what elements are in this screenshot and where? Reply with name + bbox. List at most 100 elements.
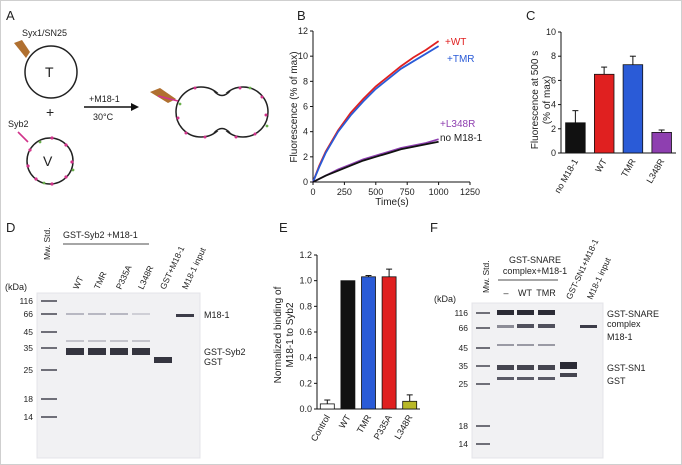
d-std-label: Mw. Std. [42, 227, 52, 260]
e-y-ticks: 0.0 0.2 0.4 0.6 0.8 1.0 1.2 [299, 250, 317, 414]
f-group-line2: complex+M18-1 [503, 266, 567, 276]
d-sample-bands [66, 313, 194, 363]
f-marker-66: 66 [459, 323, 469, 333]
f-band-gst-snare: GST-SNARE [607, 309, 659, 319]
fused-vesicle-dots-green [178, 86, 269, 128]
b-ytick-label: 8 [303, 76, 308, 86]
e-ytick-label: 0.2 [299, 378, 312, 388]
c-bar [565, 122, 586, 154]
b-x-ticks: 0 250 500 750 1000 1250 [310, 182, 480, 197]
fusion-pore-mask [214, 93, 230, 131]
syb2-protein [17, 131, 29, 143]
d-marker-45: 45 [24, 327, 34, 337]
f-std-label: Mw. Std. [481, 260, 491, 293]
d-ladder-bands [41, 300, 57, 418]
c-bar [594, 73, 615, 154]
b-xtick-label: 250 [337, 187, 352, 197]
f-marker-116: 116 [454, 308, 468, 318]
e-bar [340, 280, 356, 410]
d-band-m18: M18-1 [204, 310, 230, 320]
d-band-gst: GST [204, 357, 223, 367]
b-ytick-label: 0 [303, 177, 308, 187]
b-xtick-label: 750 [400, 187, 415, 197]
condition-temp: 30°C [93, 112, 114, 122]
e-bar [381, 276, 397, 410]
e-ytick-label: 0.4 [299, 353, 312, 363]
b-series-line-1 [312, 45, 440, 183]
d-gel [36, 292, 201, 459]
d-marker-14: 14 [24, 412, 34, 422]
f-marker-25: 25 [459, 379, 469, 389]
fusion-neck-bottom [213, 127, 231, 134]
f-markers: 116 66 45 35 25 18 14 [454, 308, 468, 449]
b-y-ticks: 0 2 4 6 8 10 12 [298, 26, 313, 187]
c-ytick-label: 4 [551, 100, 556, 110]
b-ytick-label: 6 [303, 102, 308, 112]
e-bar [361, 276, 376, 410]
legend-wt: +WT [445, 37, 466, 48]
d-markers: 116 66 45 35 25 18 14 [19, 296, 33, 422]
d-band-gst-syb2: GST-Syb2 [204, 347, 246, 357]
e-ytick-label: 1.2 [299, 250, 312, 260]
c-ytick-label: 6 [551, 75, 556, 85]
panel-f: F (kDa) Mw. Std. GST-SNARE complex+M18-1… [430, 220, 659, 459]
c-ytick-label: 2 [551, 124, 556, 134]
c-bar [651, 131, 672, 154]
e-ytick-label: 1.0 [299, 276, 312, 286]
panel-b: B Fluorescence (% of max) 0 2 4 6 8 10 12 0 250… [289, 8, 483, 208]
f-lane-wt: WT [518, 288, 532, 298]
e-ylabel-line2: M18-1 to Syb2 [285, 302, 296, 367]
c-ytick-label: 10 [546, 27, 556, 37]
d-marker-66: 66 [24, 309, 34, 319]
t-snare-protein [14, 40, 30, 58]
c-ytick-label: 8 [551, 51, 556, 61]
f-band-complex: complex [607, 319, 641, 329]
f-lane-tmr: TMR [536, 288, 556, 298]
d-marker-18: 18 [24, 394, 34, 404]
panel-letter-e: E [279, 220, 288, 235]
f-marker-45: 45 [459, 343, 469, 353]
f-group-line1: GST-SNARE [509, 255, 561, 265]
f-ladder-bands [476, 312, 490, 445]
b-data-lines [312, 40, 440, 183]
b-ytick-label: 10 [298, 51, 308, 61]
f-gel [471, 302, 604, 459]
legend-l348r: +L348R [440, 119, 475, 130]
f-sample-bands [497, 310, 597, 380]
f-marker-18: 18 [459, 421, 469, 431]
e-bar [402, 400, 418, 410]
v-vesicle-dots [26, 136, 74, 186]
b-ytick-label: 2 [303, 152, 308, 162]
panel-letter-a: A [6, 8, 15, 23]
t-vesicle [24, 45, 78, 99]
f-marker-35: 35 [459, 361, 469, 371]
panel-letter-c: C [526, 8, 535, 23]
b-xtick-label: 500 [368, 187, 383, 197]
d-marker-25: 25 [24, 365, 34, 375]
d-marker-116: 116 [19, 296, 33, 306]
plus-sign: + [46, 104, 54, 120]
f-marker-14: 14 [459, 439, 469, 449]
b-series-line-3 [312, 140, 439, 183]
b-ytick-label: 4 [303, 127, 308, 137]
t-vesicle-label: Syx1/SN25 [22, 28, 67, 38]
f-band-gst-sn1: GST-SN1 [607, 363, 646, 373]
b-xtick-label: 1000 [429, 187, 449, 197]
fused-syb2 [157, 95, 179, 102]
legend-tmr: +TMR [447, 54, 475, 65]
c-ylabel-line1: Fluorescence at 500 s [530, 51, 541, 149]
v-vesicle-label: Syb2 [8, 119, 29, 129]
fused-vesicle-dots [176, 86, 268, 139]
f-lane-minus: – [503, 288, 508, 298]
e-ylabel-line1: Normalized binding of [273, 286, 284, 383]
t-vesicle-letter: T [45, 64, 54, 80]
panel-letter-f: F [430, 220, 438, 235]
b-xtick-label: 0 [310, 187, 315, 197]
fusion-neck-top [213, 90, 231, 97]
b-xtick-label: 1250 [460, 187, 480, 197]
b-ylabel: Fluorescence (% of max) [289, 51, 300, 162]
e-bar [319, 403, 335, 410]
d-kda: (kDa) [5, 282, 27, 292]
arrow-head [131, 103, 139, 111]
